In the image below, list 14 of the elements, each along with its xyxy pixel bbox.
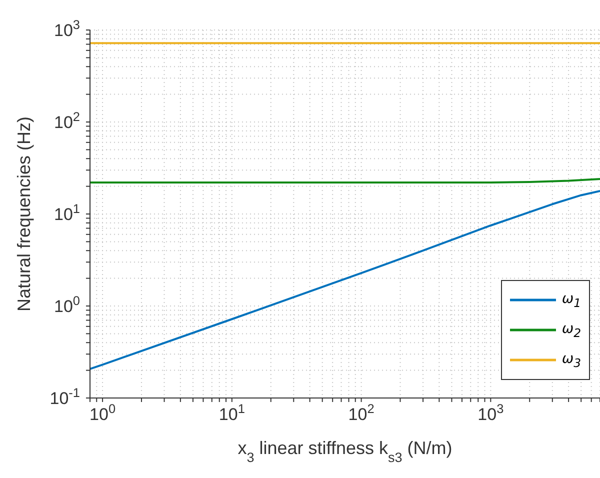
y-axis-title: Natural frequencies (Hz)	[14, 116, 34, 312]
y-tick-label: 10$^{3}$	[54, 16, 80, 40]
y-tick-label: 10$^{2}$	[54, 108, 80, 132]
legend-label: ω$_{1}$	[562, 290, 581, 310]
x-tick-label: 10$^{3}$	[478, 400, 504, 424]
legend-label: ω$_{3}$	[562, 350, 581, 370]
y-tick-label: 10$^{1}$	[54, 200, 80, 224]
y-tick-label: 10$^{0}$	[54, 292, 80, 316]
x-tick-label: 10$^{2}$	[348, 400, 374, 424]
x-tick-label: 10$^{1}$	[218, 400, 245, 424]
x-axis-title: x$_{3}$ linear stiffness k$_{s3}$ (N/m)	[238, 438, 452, 464]
legend-label: ω$_{2}$	[562, 320, 581, 340]
y-tick-label: 10$^{-1}$	[50, 384, 80, 408]
x-tick-label: 10$^{0}$	[90, 400, 116, 424]
